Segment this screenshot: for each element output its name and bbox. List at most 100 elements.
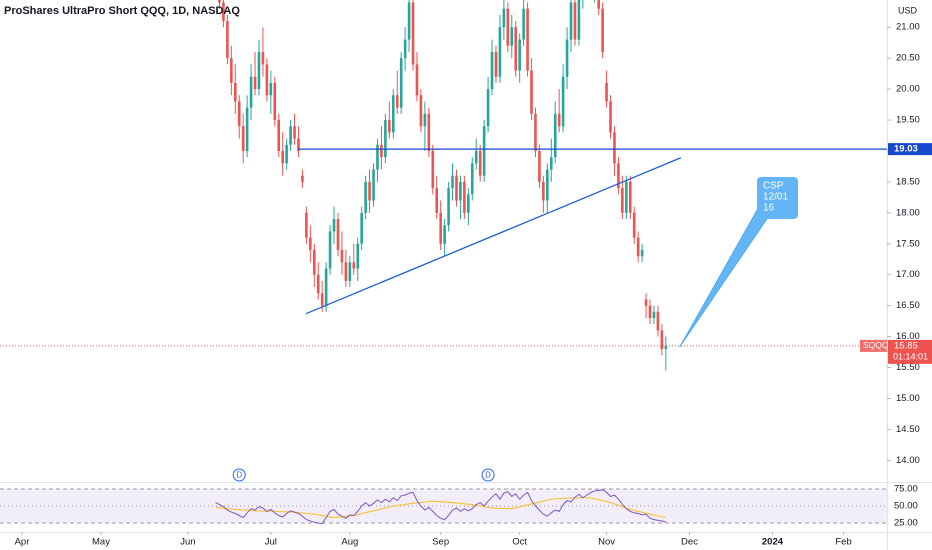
candle-body bbox=[423, 113, 427, 127]
y-tick-label: 15.50 bbox=[896, 362, 920, 373]
candle-body bbox=[613, 132, 616, 164]
candle-body bbox=[316, 274, 320, 294]
x-tick-label: Dec bbox=[681, 537, 698, 548]
candle-body bbox=[478, 150, 482, 176]
last-price-label: 15.85 bbox=[894, 340, 918, 351]
rsi-pane bbox=[0, 488, 887, 525]
candle-body bbox=[455, 175, 458, 201]
callout-text: 16 bbox=[763, 203, 775, 214]
candle-body bbox=[312, 249, 316, 275]
candle-body bbox=[494, 51, 498, 77]
candle-body bbox=[502, 8, 506, 28]
candle-body bbox=[538, 150, 541, 182]
dividend-marker bbox=[232, 468, 246, 482]
candle-body bbox=[289, 126, 292, 145]
candle-body bbox=[573, 2, 577, 40]
candle-body bbox=[467, 194, 470, 213]
candle-body bbox=[470, 163, 474, 195]
candle-body bbox=[281, 150, 284, 164]
candle-body bbox=[403, 39, 407, 59]
candle-body bbox=[324, 268, 328, 306]
candle-body bbox=[372, 169, 375, 201]
candle-body bbox=[632, 212, 636, 238]
candle-body bbox=[241, 126, 245, 151]
candle-body bbox=[652, 311, 656, 319]
candle-body bbox=[451, 175, 454, 189]
candle-body bbox=[218, 0, 221, 3]
candle-body bbox=[336, 219, 340, 250]
candle-body bbox=[644, 299, 648, 306]
price-pane bbox=[0, 0, 887, 371]
candle-body bbox=[305, 212, 308, 238]
x-tick-label: Jul bbox=[265, 537, 277, 548]
candle-body bbox=[332, 219, 336, 232]
candle-body bbox=[384, 120, 387, 158]
x-tick-label: Oct bbox=[512, 537, 527, 548]
candle-body bbox=[368, 181, 371, 201]
rsi-band bbox=[0, 488, 887, 524]
candle-body bbox=[609, 101, 612, 133]
x-tick-label: Nov bbox=[598, 537, 615, 548]
y-tick-label: 19.50 bbox=[896, 115, 920, 126]
candle-body bbox=[391, 95, 395, 133]
candle-body bbox=[431, 150, 435, 189]
candle-body bbox=[249, 76, 253, 108]
y-tick-label: 15.00 bbox=[896, 393, 920, 404]
y-tick-label: 21.00 bbox=[896, 22, 920, 33]
candle-body bbox=[557, 113, 561, 127]
candle-body bbox=[628, 181, 632, 213]
candle-body bbox=[640, 249, 644, 257]
candle-body bbox=[360, 212, 363, 244]
candle-body bbox=[407, 2, 411, 40]
callout-box bbox=[757, 177, 798, 219]
candle-body bbox=[309, 237, 312, 250]
callout-text: 12/01 bbox=[763, 192, 788, 203]
candle-body bbox=[542, 181, 545, 201]
candle-body bbox=[506, 8, 510, 46]
candle-body bbox=[447, 188, 450, 226]
candle-body bbox=[636, 237, 640, 257]
candle-body bbox=[518, 39, 521, 71]
rsi-ma-line bbox=[215, 497, 666, 519]
candle-body bbox=[301, 175, 304, 182]
callout-text: CSP bbox=[763, 181, 784, 192]
candle-body bbox=[352, 262, 356, 269]
rsi-line bbox=[215, 489, 666, 525]
rsi-tick-label: 75.00 bbox=[894, 484, 918, 495]
candle-body bbox=[297, 138, 300, 151]
x-tick-label: 2024 bbox=[762, 537, 784, 548]
candle-body bbox=[648, 305, 652, 319]
x-tick-label: May bbox=[92, 537, 110, 548]
y-tick-label: 18.50 bbox=[896, 176, 920, 187]
candle-body bbox=[514, 27, 518, 71]
candle-body bbox=[348, 262, 352, 281]
y-tick-label: 14.50 bbox=[896, 424, 920, 435]
x-tick-label: Aug bbox=[341, 537, 358, 548]
rsi-tick-label: 25.00 bbox=[894, 518, 918, 529]
candle-body bbox=[656, 311, 660, 331]
candle-body bbox=[415, 64, 419, 96]
candle-body bbox=[546, 169, 549, 201]
candle-body bbox=[463, 181, 466, 213]
candle-body bbox=[510, 27, 514, 46]
dividend-label: D bbox=[236, 471, 242, 480]
candle-body bbox=[565, 39, 569, 77]
candle-body bbox=[340, 249, 344, 263]
candle-body bbox=[285, 144, 288, 164]
candle-body bbox=[257, 51, 261, 90]
symbol-box bbox=[860, 339, 887, 352]
y-tick-label: 20.50 bbox=[896, 53, 920, 64]
candle-body bbox=[569, 2, 573, 40]
candle-body bbox=[597, 0, 600, 9]
candle-body bbox=[435, 188, 439, 213]
candle-body bbox=[380, 144, 383, 158]
candle-body bbox=[621, 188, 624, 213]
candle-body bbox=[253, 76, 257, 90]
candle-body bbox=[411, 2, 415, 65]
candle-body bbox=[419, 95, 423, 127]
candle-body bbox=[237, 101, 241, 127]
candle-body bbox=[230, 58, 233, 83]
candle-body bbox=[395, 95, 399, 108]
